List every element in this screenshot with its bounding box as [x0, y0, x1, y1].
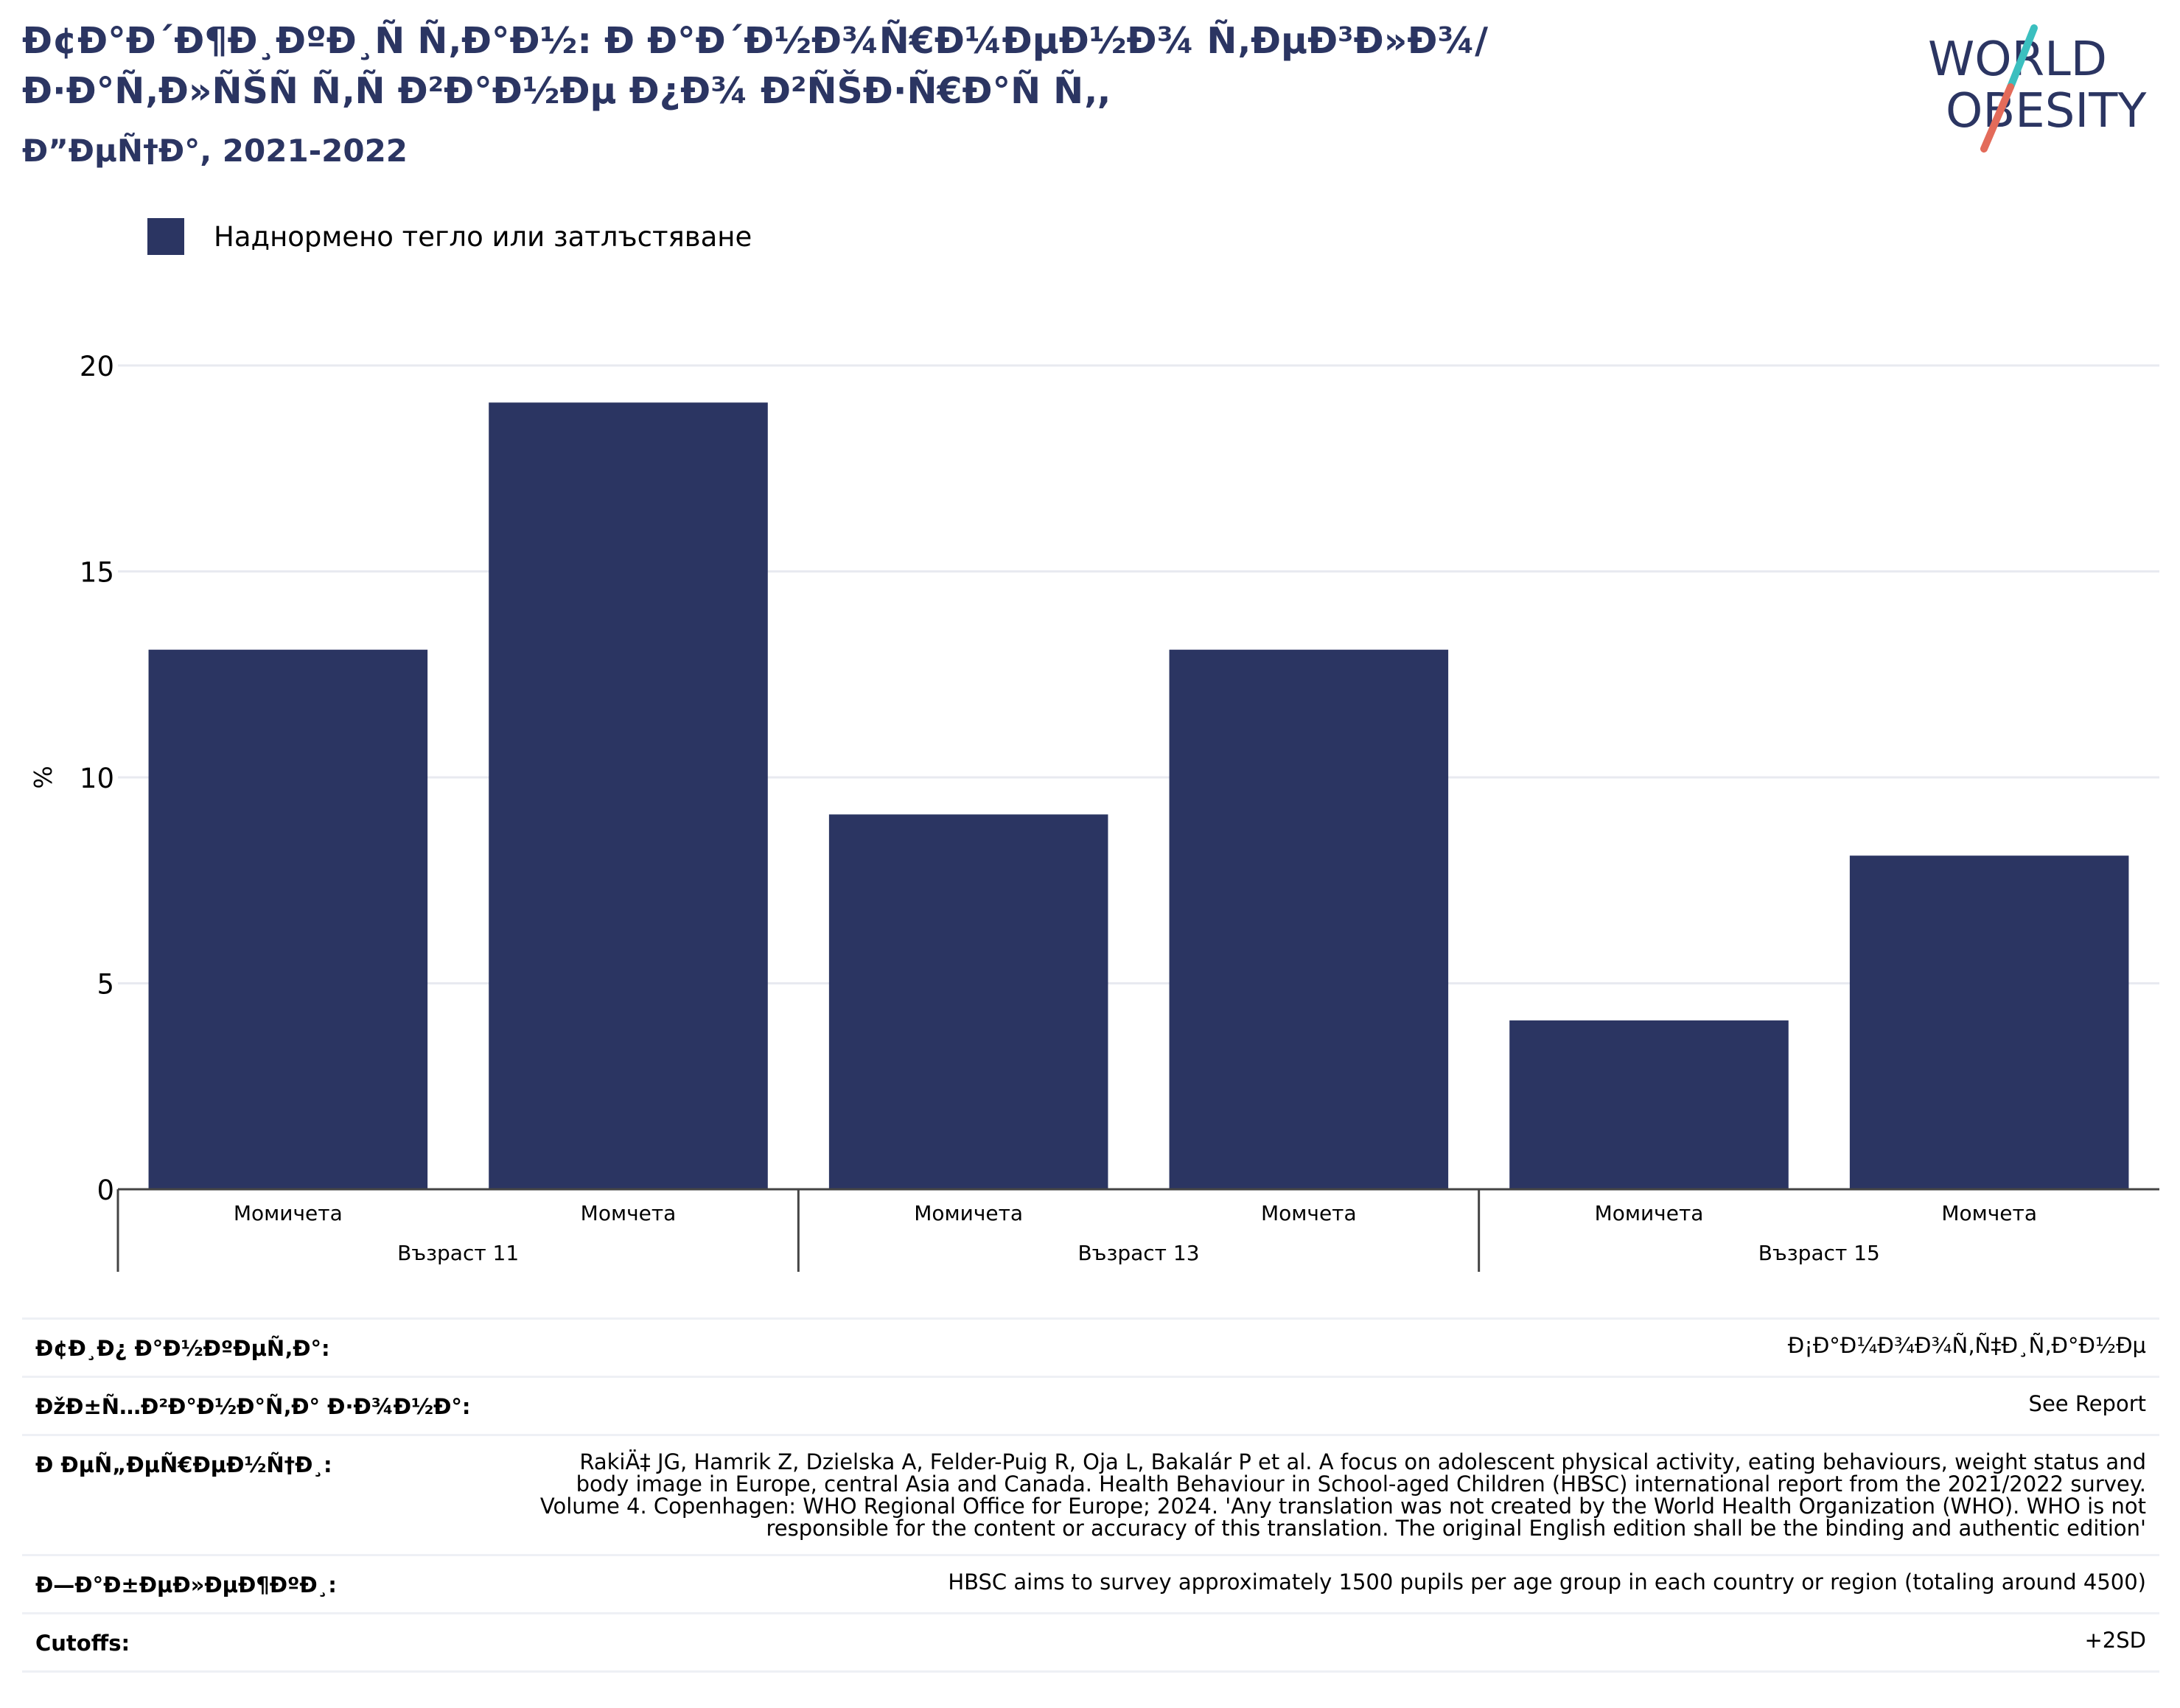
- bar: [1509, 1020, 1789, 1189]
- info-label: ÐžÐ±Ñ…Ð²Ð°Ð½Ð°Ñ‚Ð° Ð·Ð¾Ð½Ð°:: [35, 1394, 471, 1419]
- bar-chart: 0 5 10 15 20% Момичета Момчета Момичета Момчета М…: [29, 351, 2159, 1272]
- info-row: Ð ÐµÑ„ÐµÑ€ÐµÐ½Ñ†Ð¸: RakiÄ‡ JG, Hamrik Z, …: [22, 1434, 2159, 1554]
- legend[interactable]: Наднормено тегло или затлъстяване: [147, 218, 752, 255]
- info-row: Ð¢Ð¸Ð¿ Ð°Ð½ÐºÐµÑ‚Ð°: Ð¡Ð°Ð¼Ð¾Ð¾Ñ‚Ñ‡Ð¸Ñ‚Ð°…: [22, 1317, 2159, 1376]
- info-row: ÐžÐ±Ñ…Ð²Ð°Ð½Ð°Ñ‚Ð° Ð·Ð¾Ð½Ð°: See Report: [22, 1376, 2159, 1434]
- chart-title: Ð¢Ð°Ð´Ð¶Ð¸ÐºÐ¸Ñ Ñ‚Ð°Ð½: Ð Ð°Ð´Ð½Ð¾Ñ€Ð¼Ðµ…: [22, 20, 1489, 112]
- group-label: Възраст 13: [1077, 1241, 1199, 1265]
- x-tick-label: Момчета: [581, 1201, 677, 1225]
- y-tick-label: 20: [80, 351, 114, 382]
- chart-subtitle: Ð”ÐµÑ†Ð°, 2021-2022: [22, 133, 408, 169]
- info-row: Ð—Ð°Ð±ÐµÐ»ÐµÐ¶ÐºÐ¸: HBSC aims to survey a…: [22, 1554, 2159, 1612]
- world-obesity-logo: WORLD OBESITY: [1928, 24, 2147, 153]
- info-value: See Report: [2028, 1391, 2146, 1416]
- logo-slash-top: [2007, 24, 2038, 91]
- bar: [1849, 855, 2129, 1189]
- bar: [148, 649, 428, 1189]
- info-row: Cutoffs: +2SD: [22, 1612, 2159, 1673]
- info-label: Ð¢Ð¸Ð¿ Ð°Ð½ÐºÐµÑ‚Ð°:: [35, 1336, 330, 1361]
- x-tick-label: Момичета: [234, 1201, 343, 1225]
- info-value: Ð¡Ð°Ð¼Ð¾Ð¾Ñ‚Ñ‡Ð¸Ñ‚Ð°Ð½Ðµ: [1787, 1333, 2146, 1358]
- group-label: Възраст 15: [1758, 1241, 1880, 1265]
- info-value: RakiÄ‡ JG, Hamrik Z, Dzielska A, Felder-…: [539, 1449, 2146, 1541]
- info-value: +2SD: [2084, 1628, 2147, 1653]
- legend-swatch: [147, 218, 184, 255]
- info-label: Ð—Ð°Ð±ÐµÐ»ÐµÐ¶ÐºÐ¸:: [35, 1572, 337, 1597]
- logo-word-obesity: OBESITY: [1946, 84, 2147, 139]
- info-value: HBSC aims to survey approximately 1500 p…: [948, 1569, 2146, 1595]
- bar: [1169, 649, 1449, 1189]
- info-label: Ð ÐµÑ„ÐµÑ€ÐµÐ½Ñ†Ð¸:: [35, 1452, 332, 1477]
- group-label: Възраст 11: [397, 1241, 519, 1265]
- y-tick-label: 10: [80, 763, 114, 794]
- y-tick-label: 0: [97, 1175, 114, 1206]
- y-axis-label: %: [29, 766, 57, 788]
- x-tick-label: Момичета: [914, 1201, 1023, 1225]
- y-tick-label: 5: [97, 969, 114, 1001]
- legend-label: Наднормено тегло или затлъстяване: [214, 220, 752, 253]
- info-label: Cutoffs:: [35, 1631, 130, 1656]
- x-tick-label: Момичета: [1595, 1201, 1704, 1225]
- bar: [828, 814, 1108, 1189]
- x-tick-label: Момчета: [1941, 1201, 2037, 1225]
- y-tick-label: 15: [80, 557, 114, 589]
- info-table: Ð¢Ð¸Ð¿ Ð°Ð½ÐºÐµÑ‚Ð°: Ð¡Ð°Ð¼Ð¾Ð¾Ñ‚Ñ‡Ð¸Ñ‚Ð°…: [22, 1317, 2159, 1673]
- x-tick-label: Момчета: [1261, 1201, 1357, 1225]
- bar: [489, 402, 768, 1189]
- logo-slash-bottom: [1980, 83, 2014, 153]
